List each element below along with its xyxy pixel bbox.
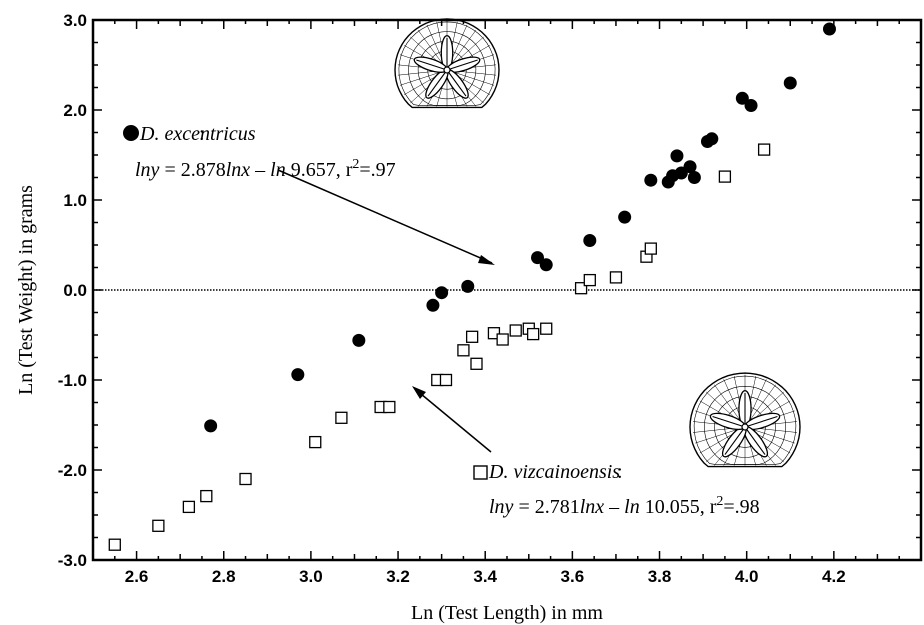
x-axis-title: Ln (Test Length) in mm (411, 602, 603, 624)
y-axis-title: Ln (Test Weight) in grams (15, 185, 37, 395)
y-tick-label: 2.0 (63, 101, 87, 120)
point-vizcainoensis (487, 327, 501, 340)
x-tick-label: 2.8 (212, 567, 236, 586)
point-excentricus (735, 91, 749, 105)
point-vizcainoensis (309, 435, 322, 449)
x-tick-label: 2.6 (125, 567, 149, 586)
arrow-vizcainoensis (412, 386, 492, 453)
x-tick-label: 3.0 (299, 567, 323, 586)
point-vizcainoensis (457, 344, 470, 357)
x-tick-label: 3.4 (473, 567, 497, 586)
point-excentricus (461, 279, 475, 293)
point-vizcainoensis (496, 333, 509, 346)
point-excentricus (683, 160, 697, 174)
x-tick-label: 4.2 (822, 567, 846, 586)
point-excentricus (687, 171, 701, 184)
legend-marker-vizcainoensis (473, 465, 488, 480)
species-label-vizcainoensis: D. vizcainoensis (488, 461, 620, 483)
point-vizcainoensis (239, 472, 252, 486)
point-excentricus (618, 210, 632, 224)
y-tick-label: -3.0 (58, 551, 87, 570)
legend-marker-excentricus (123, 125, 139, 141)
species-colon: : (617, 461, 623, 483)
y-tick-label: -2.0 (58, 461, 87, 480)
point-vizcainoensis (509, 324, 522, 337)
point-vizcainoensis (574, 282, 588, 295)
point-vizcainoensis (757, 143, 771, 156)
y-tick-label: 0.0 (63, 281, 87, 300)
point-vizcainoensis (152, 519, 165, 532)
point-excentricus (822, 22, 836, 36)
point-excentricus (670, 149, 684, 163)
point-vizcainoensis (644, 242, 657, 255)
y-tick-label: 3.0 (63, 11, 87, 30)
point-excentricus (744, 99, 758, 112)
point-excentricus (539, 258, 553, 272)
point-vizcainoensis (182, 500, 196, 514)
point-excentricus (783, 76, 797, 90)
arrow-excentricus (277, 169, 495, 265)
point-vizcainoensis (583, 273, 596, 287)
point-vizcainoensis (526, 327, 540, 341)
point-vizcainoensis (383, 400, 396, 414)
data-points (108, 22, 836, 551)
point-excentricus (583, 234, 597, 247)
point-excentricus (426, 298, 440, 312)
point-vizcainoensis (335, 411, 348, 424)
point-vizcainoensis (718, 170, 732, 183)
point-vizcainoensis (465, 330, 479, 343)
equation-vizcainoensis: lny = 2.781lnx – ln 10.055, r2=.98 (489, 494, 760, 518)
point-vizcainoensis (200, 489, 213, 503)
x-tick-label: 4.0 (735, 567, 759, 586)
point-vizcainoensis (609, 271, 623, 284)
point-excentricus (291, 368, 305, 382)
species-colon: : (199, 123, 205, 145)
x-tick-label: 3.2 (386, 567, 410, 586)
point-vizcainoensis (540, 322, 553, 335)
sand-dollar-illustration-vizcainoensis (689, 372, 801, 468)
annotation-vizcainoensis: D. vizcainoensis : lny = 2.781lnx – ln 1… (473, 461, 760, 518)
point-excentricus (204, 419, 218, 433)
sand-dollar-illustration-excentricus (394, 18, 500, 109)
x-tick-label: 3.6 (561, 567, 585, 586)
point-excentricus (531, 251, 545, 265)
plot-area (93, 22, 921, 551)
point-excentricus (644, 173, 658, 187)
x-tick-label: 3.8 (648, 567, 672, 586)
point-excentricus (705, 132, 719, 146)
axis-ticks (92, 19, 922, 561)
point-excentricus (435, 286, 449, 300)
annotation-excentricus: D. excentricus : lny = 2.878lnx – ln 9.6… (123, 123, 396, 181)
species-label-excentricus: D. excentricus (139, 123, 256, 145)
point-excentricus (352, 333, 366, 347)
point-vizcainoensis (108, 538, 121, 551)
equation-excentricus: lny = 2.878lnx – ln 9.657, r2=.97 (135, 157, 396, 181)
y-tick-label: 1.0 (63, 191, 87, 210)
point-vizcainoensis (470, 357, 483, 370)
x-tick-labels: 2.6 2.8 3.0 3.2 3.4 3.6 3.8 4.0 4.2 (125, 567, 846, 586)
y-tick-labels: 3.0 2.0 1.0 0.0 -1.0 -2.0 -3.0 (58, 11, 87, 570)
y-tick-label: -1.0 (58, 371, 87, 390)
point-vizcainoensis (439, 373, 453, 387)
